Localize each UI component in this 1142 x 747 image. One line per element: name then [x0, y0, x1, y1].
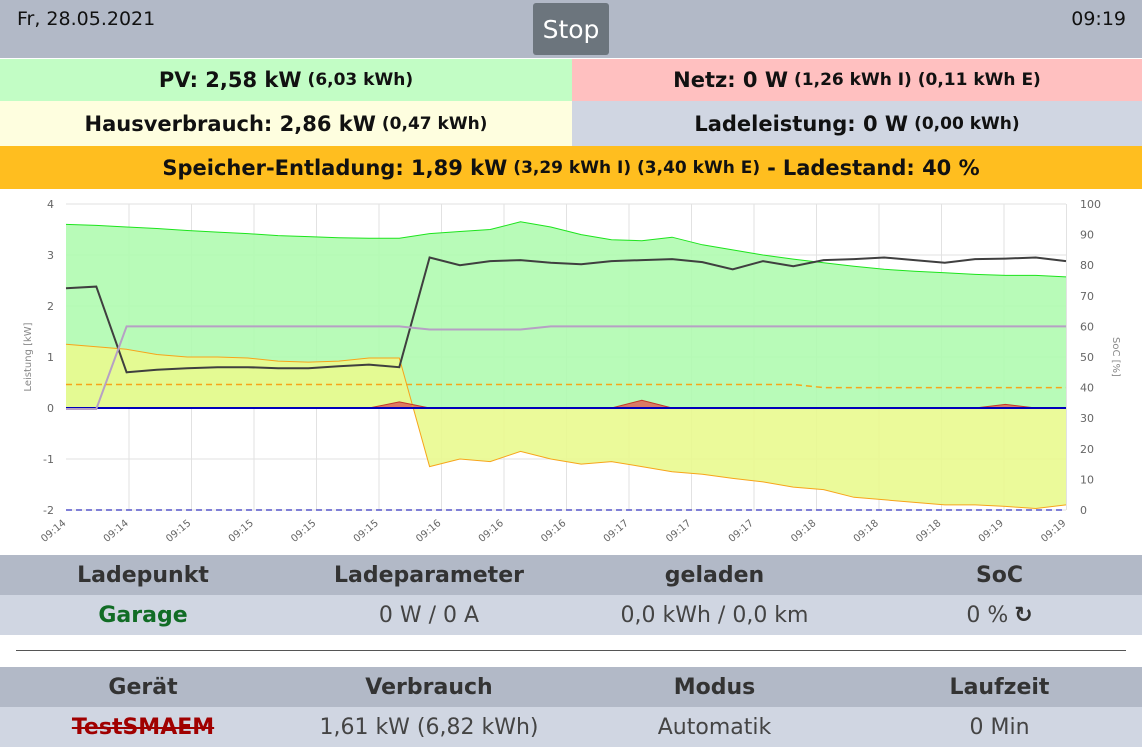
x-tick-label: 09:15	[352, 518, 381, 545]
time-display: 09:19	[1071, 8, 1126, 30]
y2-tick-label: 40	[1080, 382, 1094, 395]
top-bar: Fr, 28.05.2021 Stop 09:19	[0, 0, 1142, 58]
house-consumption-label: Hausverbrauch: 2,86 kW	[84, 111, 376, 136]
storage-discharge-label: Speicher-Entladung: 1,89 kW	[162, 155, 508, 180]
ladepunkt-soc: 0 %	[966, 602, 1009, 628]
header-soc: SoC	[975, 562, 1024, 588]
pv-energy-label: (6,03 kWh)	[307, 70, 414, 90]
header-verbrauch: Verbrauch	[365, 674, 493, 700]
x-tick-label: 09:16	[539, 518, 568, 545]
series-line-6	[66, 383, 1066, 389]
reload-icon[interactable]: ↻	[1014, 602, 1033, 628]
x-tick-label: 09:15	[227, 518, 256, 545]
y-tick-label: 1	[47, 351, 54, 364]
series-line-0	[65, 221, 1067, 278]
y2-tick-label: 90	[1080, 229, 1094, 242]
y2-tick-label: 70	[1080, 290, 1094, 303]
x-tick-label: 09:17	[727, 518, 756, 545]
x-tick-label: 09:16	[414, 518, 443, 545]
x-tick-label: 09:14	[102, 518, 131, 545]
y-tick-label: -1	[43, 453, 54, 466]
charging-power-label: Ladeleistung: 0 W	[694, 111, 909, 136]
series-line-3	[65, 256, 1067, 374]
house-energy-label: (0,47 kWh)	[381, 113, 488, 134]
header-ladepunkt: Ladepunkt	[77, 562, 209, 588]
device-name[interactable]: TestSMAEM	[71, 714, 215, 740]
ladepunkt-name[interactable]: Garage	[98, 602, 188, 628]
y2-axis-title: SoC [%]	[1110, 337, 1121, 377]
header-geraet: Gerät	[108, 674, 178, 700]
storage-soc-label: Ladestand: 40 %	[782, 155, 980, 180]
grid-power-status: Netz: 0 W (1,26 kWh I) (0,11 kWh E)	[572, 59, 1142, 101]
section-divider	[16, 650, 1126, 651]
x-tick-label: 09:18	[852, 518, 881, 545]
header-ladeparameter: Ladeparameter	[334, 562, 524, 588]
charging-energy-label: (0,00 kWh)	[914, 113, 1020, 134]
pv-power-label: PV: 2,58 kW	[158, 68, 302, 92]
y-tick-label: 4	[47, 198, 54, 211]
y2-tick-label: 50	[1080, 351, 1094, 364]
series-line-1	[65, 343, 1067, 510]
y2-tick-label: 20	[1080, 443, 1094, 456]
x-tick-label: 09:19	[1039, 518, 1068, 545]
x-tick-label: 09:15	[289, 518, 318, 545]
header-modus: Modus	[673, 674, 756, 700]
date-display: Fr, 28.05.2021	[17, 8, 156, 30]
stop-button[interactable]: Stop	[533, 3, 609, 55]
storage-status: Speicher-Entladung: 1,89 kW (3,29 kWh I)…	[0, 146, 1142, 189]
device-consumption: 1,61 kW (6,82 kWh)	[319, 714, 539, 740]
header-geladen: geladen	[664, 562, 765, 588]
y2-tick-label: 10	[1080, 473, 1094, 486]
ladepunkt-params: 0 W / 0 A	[378, 602, 480, 628]
y2-tick-label: 100	[1080, 198, 1101, 211]
grid-power-label: Netz: 0 W	[673, 68, 789, 92]
x-tick-label: 09:18	[789, 518, 818, 545]
x-tick-label: 09:17	[664, 518, 693, 545]
series-area-1	[66, 344, 1066, 509]
x-tick-label: 09:18	[914, 518, 943, 545]
y-tick-label: -2	[43, 504, 54, 517]
ladepunkt-table-header: Ladepunkt Ladeparameter geladen SoC	[0, 555, 1142, 595]
y2-tick-label: 0	[1080, 504, 1087, 517]
x-tick-label: 09:19	[977, 518, 1006, 545]
y2-tick-label: 30	[1080, 412, 1094, 425]
grid-energy-label: (1,26 kWh I) (0,11 kWh E)	[794, 70, 1041, 90]
header-laufzeit: Laufzeit	[949, 674, 1050, 700]
ladepunkt-charged: 0,0 kWh / 0,0 km	[620, 602, 809, 628]
x-tick-label: 09:14	[39, 518, 68, 545]
y-axis-title: Leistung [kW]	[23, 322, 34, 391]
storage-energy-label: (3,29 kWh I) (3,40 kWh E)	[513, 157, 761, 178]
device-runtime: 0 Min	[969, 714, 1030, 740]
device-mode: Automatik	[657, 714, 772, 740]
device-table-header: Gerät Verbrauch Modus Laufzeit	[0, 667, 1142, 707]
y-tick-label: 0	[47, 402, 54, 415]
y-tick-label: 3	[47, 249, 54, 262]
house-consumption-status: Hausverbrauch: 2,86 kW (0,47 kWh)	[0, 101, 572, 146]
storage-separator: -	[767, 155, 776, 180]
y2-tick-label: 60	[1080, 320, 1094, 333]
x-tick-label: 09:15	[164, 518, 193, 545]
y-tick-label: 2	[47, 300, 54, 313]
x-tick-label: 09:16	[477, 518, 506, 545]
pv-power-status: PV: 2,58 kW (6,03 kWh)	[0, 59, 572, 101]
charging-power-status: Ladeleistung: 0 W (0,00 kWh)	[572, 101, 1142, 146]
y2-tick-label: 80	[1080, 259, 1094, 272]
x-tick-label: 09:17	[602, 518, 631, 545]
series-line-5	[66, 325, 1066, 410]
device-row[interactable]: TestSMAEM 1,61 kW (6,82 kWh) Automatik 0…	[0, 707, 1142, 747]
ladepunkt-row[interactable]: Garage 0 W / 0 A 0,0 kWh / 0,0 km 0 % ↻	[0, 595, 1142, 635]
